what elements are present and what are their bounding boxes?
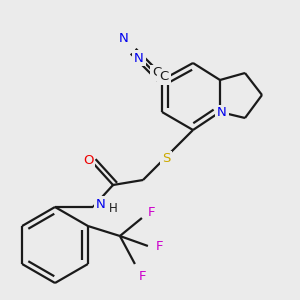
- Text: N: N: [217, 106, 227, 119]
- Text: S: S: [162, 152, 170, 166]
- Text: F: F: [156, 241, 164, 254]
- Text: O: O: [83, 154, 93, 167]
- Text: F: F: [139, 269, 147, 283]
- Text: N: N: [134, 52, 144, 64]
- Text: C: C: [152, 67, 162, 80]
- Text: H: H: [109, 202, 117, 215]
- Text: N: N: [119, 32, 129, 44]
- Text: N: N: [96, 197, 106, 211]
- Text: F: F: [148, 206, 156, 220]
- Text: C: C: [159, 70, 169, 83]
